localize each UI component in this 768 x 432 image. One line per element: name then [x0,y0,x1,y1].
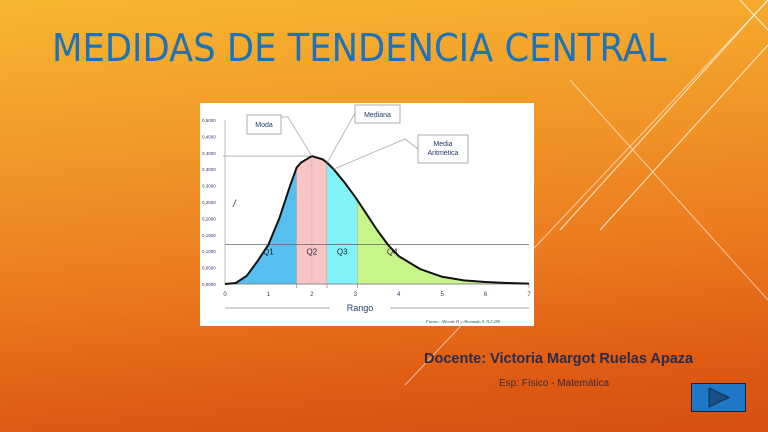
play-triangle-icon [708,387,730,408]
y-tick-label: 0,2000 [202,216,216,221]
y-tick-label: 0,0000 [202,282,216,287]
quartile-label-q2: Q2 [307,248,318,257]
annotation-box [417,134,469,164]
x-tick-label: 1 [267,292,271,298]
next-slide-button[interactable] [691,383,746,412]
y-tick-label: 0,3000 [202,184,216,189]
x-tick-label: 3 [354,292,358,298]
docente-label: Docente: Victoria Margot Ruelas Apaza [424,351,694,367]
y-tick-label: 0,1500 [202,233,216,238]
y-axis-marker: / [232,199,237,210]
annotation-label: Moda [255,122,273,129]
x-tick-label: 0 [223,292,227,298]
annotation-box [246,114,282,135]
x-tick-label: 4 [397,292,401,298]
annotation-leader [326,107,359,163]
x-tick-label: 7 [527,292,531,298]
quartile-area-q1 [225,167,297,284]
quartile-label-q1: Q1 [263,248,274,257]
annotation-leader [281,116,313,157]
y-tick-label: 0,2500 [202,200,216,205]
source-note: Fuente: Allende H y Ahumada S, ILI-280 [425,319,501,325]
x-tick-label: 6 [484,292,488,298]
density-curve [224,155,530,285]
y-tick-label: 0,4000 [202,151,216,156]
annotation-label: Aritmética [427,150,458,157]
quartile-label-q4: Q4 [387,248,398,257]
annotation-label: Media [433,141,452,148]
y-tick-label: 0,5000 [202,118,216,123]
slide-title: MEDIDAS DE TENDENCIA CENTRAL [52,26,667,70]
y-tick-label: 0,0500 [202,266,216,271]
x-axis-label: Rango [347,303,374,313]
quartile-area-q3 [327,162,358,284]
x-tick-label: 5 [440,292,444,298]
quartile-label-q3: Q3 [337,248,348,257]
especialidad-label: Esp: Físico - Matemática [499,378,610,389]
y-tick-label: 0,3500 [202,167,216,172]
annotation-box [354,104,401,124]
annotation-label: Mediana [364,112,391,119]
quartile-area-q4 [357,200,529,284]
y-tick-label: 0,1000 [202,249,216,254]
distribution-chart: 0,0000 0,0500 0,1000 0,1500 0,2000 0,2500 0,30… [202,104,531,325]
chart-image: 0,0000 0,0500 0,1000 0,1500 0,2000 0,2500 0,30… [200,103,534,326]
annotation-leader [333,138,419,170]
x-tick-label: 2 [310,292,314,298]
y-tick-label: 0,4500 [202,134,216,139]
